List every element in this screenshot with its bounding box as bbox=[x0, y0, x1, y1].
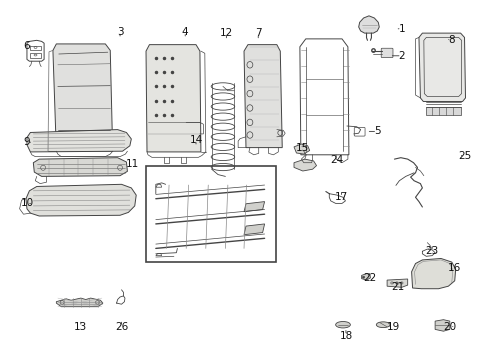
Text: 3: 3 bbox=[117, 27, 123, 37]
Text: 1: 1 bbox=[398, 24, 405, 34]
Text: 25: 25 bbox=[458, 150, 471, 161]
Text: 7: 7 bbox=[255, 28, 262, 38]
Polygon shape bbox=[419, 33, 466, 102]
Polygon shape bbox=[294, 159, 317, 171]
Polygon shape bbox=[33, 158, 127, 176]
Text: 19: 19 bbox=[386, 321, 400, 332]
Text: 5: 5 bbox=[374, 126, 381, 136]
Polygon shape bbox=[244, 45, 282, 148]
FancyBboxPatch shape bbox=[381, 48, 393, 58]
Polygon shape bbox=[359, 16, 379, 33]
Text: 12: 12 bbox=[220, 28, 233, 38]
Polygon shape bbox=[412, 258, 456, 289]
Text: 9: 9 bbox=[24, 137, 30, 147]
Ellipse shape bbox=[376, 322, 390, 328]
Text: 10: 10 bbox=[21, 198, 33, 208]
Text: 2: 2 bbox=[398, 51, 405, 61]
Text: 22: 22 bbox=[363, 273, 376, 283]
Text: 14: 14 bbox=[189, 135, 203, 145]
Text: 26: 26 bbox=[115, 322, 128, 332]
Polygon shape bbox=[53, 44, 113, 151]
Text: 15: 15 bbox=[296, 143, 310, 153]
Text: 21: 21 bbox=[391, 282, 405, 292]
Text: 6: 6 bbox=[24, 41, 30, 51]
Text: 24: 24 bbox=[330, 155, 344, 165]
Polygon shape bbox=[56, 298, 103, 307]
Ellipse shape bbox=[362, 276, 365, 278]
Text: 4: 4 bbox=[182, 27, 189, 37]
Polygon shape bbox=[244, 224, 265, 235]
Polygon shape bbox=[435, 320, 450, 331]
Polygon shape bbox=[426, 107, 461, 115]
Text: 16: 16 bbox=[448, 263, 462, 273]
Text: 17: 17 bbox=[335, 192, 348, 202]
Polygon shape bbox=[387, 279, 408, 287]
Polygon shape bbox=[27, 130, 131, 152]
Polygon shape bbox=[294, 144, 310, 154]
Polygon shape bbox=[26, 184, 136, 216]
Text: 8: 8 bbox=[448, 35, 455, 45]
Ellipse shape bbox=[336, 321, 350, 328]
Text: 20: 20 bbox=[443, 321, 456, 332]
Polygon shape bbox=[362, 274, 370, 280]
Text: 13: 13 bbox=[74, 322, 88, 332]
Polygon shape bbox=[244, 202, 265, 212]
Text: 18: 18 bbox=[339, 330, 353, 341]
Polygon shape bbox=[146, 45, 201, 152]
Text: 11: 11 bbox=[125, 159, 139, 169]
Text: 23: 23 bbox=[425, 246, 439, 256]
